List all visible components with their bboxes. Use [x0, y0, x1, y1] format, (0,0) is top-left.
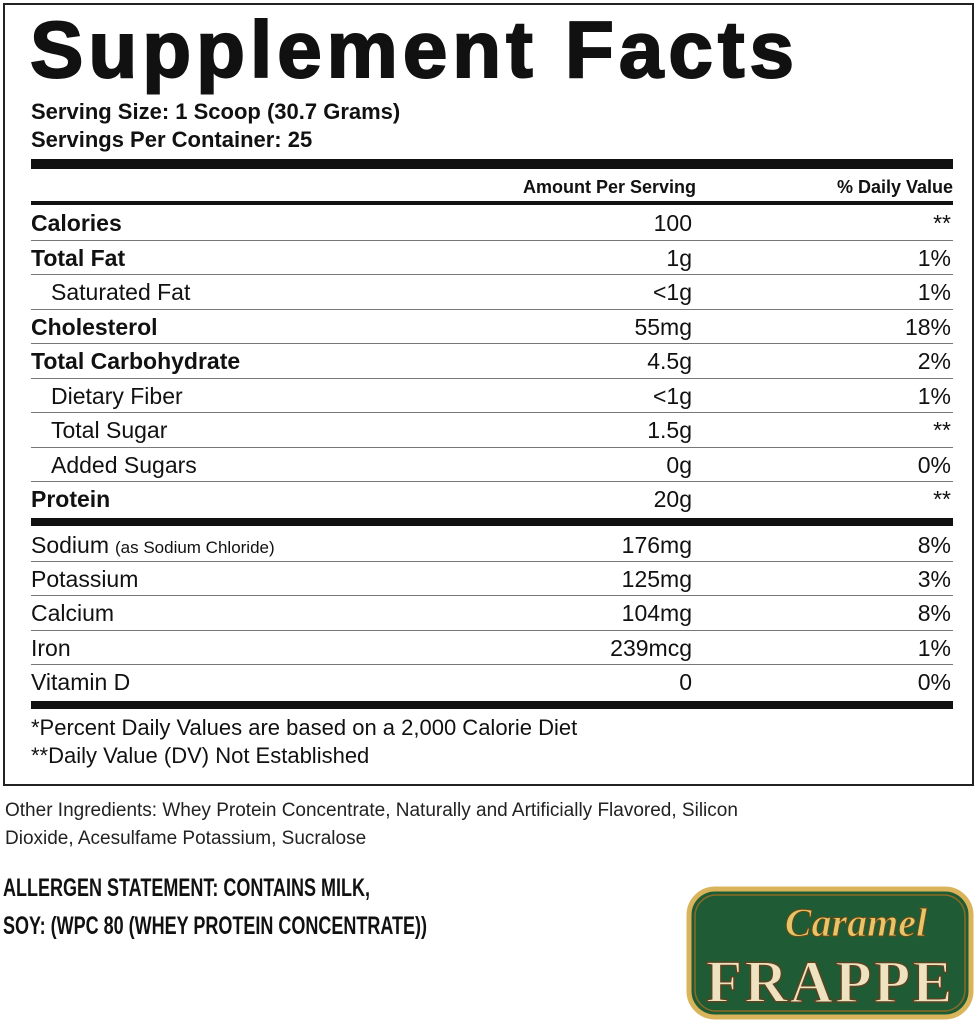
amount: 176mg — [621, 531, 692, 558]
nutrient-label: Cholesterol — [31, 313, 158, 340]
header-amount: Amount Per Serving — [522, 177, 696, 197]
amount: <1g — [652, 279, 692, 305]
allergen: ALLERGEN STATEMENT: CONTAINS MILK, — [3, 874, 370, 902]
nutrient-label: Potassium — [31, 565, 139, 592]
row-rule — [31, 274, 953, 275]
row-rule — [31, 560, 953, 562]
amount: 0g — [666, 451, 692, 478]
nutrient-label: Total Carbohydrate — [31, 348, 241, 374]
thick-rule — [31, 159, 953, 169]
title: Supplement Facts — [29, 4, 800, 95]
daily-value: 3% — [917, 565, 951, 592]
row-rule — [31, 664, 953, 666]
amount: 4.5g — [647, 348, 692, 374]
nutrient-note: (as Sodium Chloride) — [114, 537, 275, 557]
amount: 1g — [666, 244, 692, 271]
daily-value: 0% — [917, 669, 951, 696]
nutrient-name: Total Fat — [31, 245, 125, 272]
nutrient-name: Saturated Fat — [51, 279, 190, 306]
nutrient-label: Saturated Fat — [51, 279, 191, 305]
daily-value: 18% — [904, 313, 951, 340]
nutrient-name: Total Sugar — [51, 417, 167, 444]
daily-value: 1% — [917, 244, 951, 271]
nutrient-name: Dietary Fiber — [51, 383, 183, 410]
row-rule — [31, 446, 953, 448]
nutrient-label: Total Sugar — [51, 417, 168, 443]
nutrient-name: Vitamin D — [31, 669, 130, 696]
nutrient-label: Total Fat — [31, 244, 126, 271]
nutrient-name: Calcium — [31, 600, 114, 627]
nutrient-name: Protein — [31, 486, 110, 513]
amount: 125mg — [621, 565, 692, 592]
facts-panel — [3, 3, 974, 786]
nutrient-label: Calcium — [31, 600, 115, 627]
nutrient-name: Sodium (as Sodium Chloride) — [31, 532, 275, 559]
daily-value: ** — [933, 417, 951, 443]
row-rule — [31, 481, 953, 482]
nutrient-label: Calories — [31, 210, 122, 236]
nutrient-name: Iron — [31, 635, 71, 662]
logo-bottom: FRAPPE — [706, 949, 955, 1015]
amount: 0 — [679, 669, 692, 696]
daily-value: ** — [933, 210, 951, 236]
daily-value: 1% — [917, 382, 951, 409]
daily-value: 8% — [917, 600, 951, 627]
nutrient-name: Total Carbohydrate — [31, 348, 240, 375]
row-rule — [31, 377, 953, 379]
allergen: SOY: (WPC 80 (WHEY PROTEIN CONCENTRATE)) — [3, 912, 428, 940]
nutrient-name: Cholesterol — [31, 314, 158, 341]
row-rule — [31, 308, 953, 310]
logo-badge — [686, 886, 974, 1020]
logo: Caramel FRAPPE — [686, 886, 974, 1020]
footnote: *Percent Daily Values are based on a 2,0… — [31, 715, 578, 740]
nutrient-label: Vitamin D — [31, 669, 131, 696]
nutrient-name: Added Sugars — [51, 452, 197, 479]
row-rule — [31, 595, 953, 597]
nutrient-label: Protein — [31, 486, 111, 512]
daily-value: 1% — [917, 634, 951, 661]
daily-value: 0% — [917, 451, 951, 478]
nutrient-name: Potassium — [31, 566, 138, 593]
amount: 239mcg — [610, 634, 692, 661]
servings-per-container: Servings Per Container: 25 — [31, 127, 313, 152]
row-rule — [31, 239, 953, 241]
thick-rule — [31, 700, 953, 709]
amount: 55mg — [634, 313, 692, 340]
logo-top: Caramel — [785, 900, 928, 945]
daily-value: 2% — [917, 348, 951, 374]
footnote: **Daily Value (DV) Not Established — [31, 743, 370, 768]
daily-value: 1% — [917, 279, 951, 305]
rule — [31, 201, 953, 205]
nutrient-label: Sodium — [31, 531, 109, 558]
header-daily-value: % Daily Value — [836, 177, 953, 197]
amount: 100 — [653, 210, 692, 236]
other-ingredients: Other Ingredients: Whey Protein Concentr… — [5, 800, 738, 821]
row-rule — [31, 412, 953, 413]
row-rule — [31, 629, 953, 631]
amount: 1.5g — [647, 417, 692, 443]
amount: <1g — [652, 382, 692, 409]
amount: 20g — [653, 486, 692, 512]
serving-size: Serving Size: 1 Scoop (30.7 Grams) — [31, 99, 401, 124]
row-rule — [31, 343, 953, 344]
nutrient-label: Added Sugars — [51, 451, 197, 478]
daily-value: ** — [933, 486, 951, 512]
thick-rule — [31, 517, 953, 526]
nutrient-label: Dietary Fiber — [51, 382, 183, 409]
other-ingredients: Dioxide, Acesulfame Potassium, Sucralose — [5, 828, 367, 849]
amount: 104mg — [621, 600, 692, 627]
daily-value: 8% — [917, 531, 951, 558]
nutrient-name: Calories — [31, 210, 122, 237]
logo-inner-border — [694, 894, 966, 1012]
nutrient-label: Iron — [31, 634, 71, 661]
